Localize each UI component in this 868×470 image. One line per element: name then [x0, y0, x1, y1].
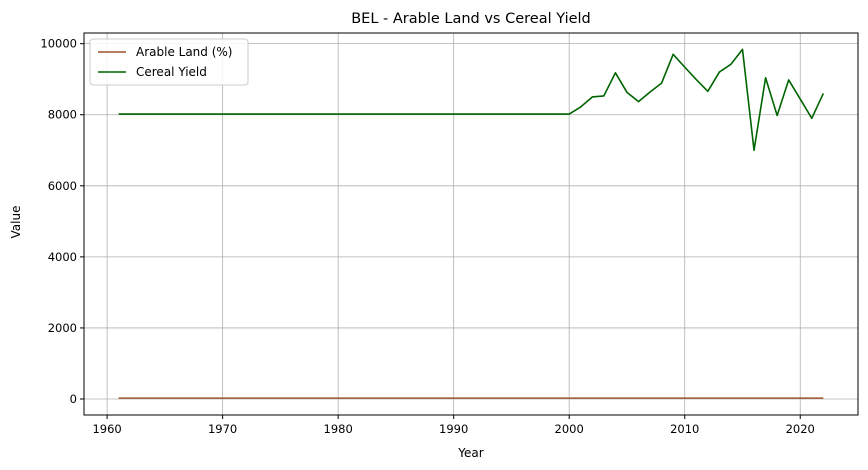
chart-title: BEL - Arable Land vs Cereal Yield: [351, 11, 591, 27]
grid: [84, 33, 858, 415]
y-axis-label: Value: [9, 206, 23, 239]
series-line-1: [118, 48, 825, 152]
legend: Arable Land (%) Cereal Yield: [89, 38, 249, 86]
x-tick-label: 1960: [92, 422, 121, 436]
legend-box: [89, 38, 249, 86]
x-axis-ticks: 1960 1970 1980 1990 2000 2010 2020: [92, 415, 815, 436]
legend-entry: Arable Land (%): [136, 45, 233, 59]
y-tick-label: 8000: [48, 108, 77, 122]
y-tick-label: 4000: [48, 250, 77, 264]
y-tick-label: 6000: [48, 179, 77, 193]
x-tick-label: 2010: [670, 422, 699, 436]
x-tick-label: 2020: [786, 422, 815, 436]
y-tick-label: 0: [70, 392, 77, 406]
y-tick-label: 10000: [40, 37, 77, 51]
x-tick-label: 1970: [208, 422, 237, 436]
x-tick-label: 1990: [439, 422, 468, 436]
x-tick-label: 2000: [555, 422, 584, 436]
y-axis-ticks: 0 2000 4000 6000 8000 10000: [40, 37, 84, 406]
series-layer: [118, 48, 825, 399]
y-tick-label: 2000: [48, 321, 77, 335]
x-tick-label: 1980: [324, 422, 353, 436]
x-axis-label: Year: [457, 446, 483, 460]
plot-area: [83, 32, 859, 416]
legend-entry: Cereal Yield: [136, 65, 207, 79]
